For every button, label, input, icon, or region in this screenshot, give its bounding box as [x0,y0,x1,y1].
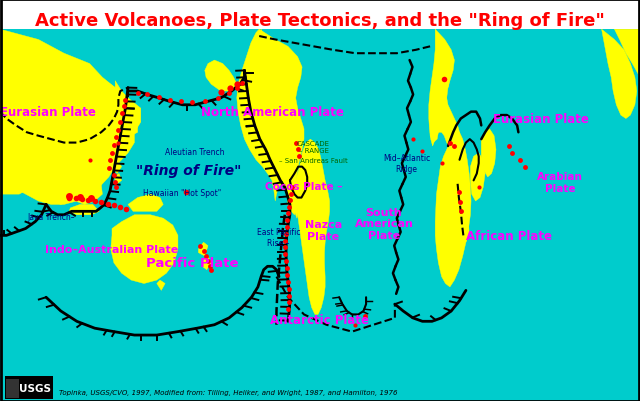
Text: CASCADE
– RANGE: CASCADE – RANGE [297,140,330,153]
Polygon shape [429,30,460,150]
Polygon shape [47,184,76,205]
Polygon shape [0,140,64,178]
Text: African Plate: African Plate [466,229,552,242]
Polygon shape [0,160,38,194]
Text: South
American
Plate: South American Plate [355,207,413,240]
Polygon shape [481,130,496,178]
Text: – San Andreas Fault: – San Andreas Fault [279,157,348,163]
Text: Hawaiian "Hot Spot": Hawaiian "Hot Spot" [143,188,221,197]
Polygon shape [118,109,134,123]
Polygon shape [294,205,298,219]
Polygon shape [114,174,122,184]
Text: Eurasian Plate: Eurasian Plate [0,106,96,119]
Text: Cocos Plate –: Cocos Plate – [266,181,342,191]
Polygon shape [205,61,237,92]
Polygon shape [202,256,211,270]
Text: "Ring of Fire": "Ring of Fire" [136,164,241,178]
Polygon shape [157,280,165,291]
Text: Aleutian Trench: Aleutian Trench [166,147,225,156]
Polygon shape [296,140,330,315]
Text: Active Volcanoes, Plate Tectonics, and the "Ring of Fire": Active Volcanoes, Plate Tectonics, and t… [35,12,605,30]
Polygon shape [614,30,640,81]
Polygon shape [125,119,138,136]
Polygon shape [112,160,122,174]
Polygon shape [0,30,134,201]
Polygon shape [435,133,471,287]
Polygon shape [470,154,485,201]
Text: Eurasian Plate: Eurasian Plate [493,113,589,126]
Polygon shape [111,215,178,284]
Text: Mid–Atlantic
Ridge: Mid–Atlantic Ridge [383,154,430,174]
Text: Antarctic Plate: Antarctic Plate [271,313,369,326]
Polygon shape [0,37,141,205]
Text: Java Trench–: Java Trench– [28,213,75,221]
Text: Indo–Australian Plate: Indo–Australian Plate [45,245,179,255]
Polygon shape [237,30,304,215]
Polygon shape [260,30,274,78]
Text: USGS: USGS [19,383,51,393]
Polygon shape [198,243,208,256]
Text: Pacific Plate: Pacific Plate [146,257,238,270]
Text: Nazca
Plate: Nazca Plate [305,220,342,241]
Polygon shape [69,205,99,215]
Text: Arabian
Plate: Arabian Plate [537,172,583,193]
Polygon shape [462,219,469,243]
Polygon shape [290,181,296,212]
Text: North American Plate: North American Plate [200,106,344,119]
Polygon shape [115,81,134,123]
Polygon shape [602,30,637,119]
Text: Topinka, USGS/CVO, 1997, Modified from: Tilling, Heliker, and Wright, 1987, and : Topinka, USGS/CVO, 1997, Modified from: … [59,389,397,395]
Polygon shape [430,123,439,143]
Text: East Pacific
Rise –: East Pacific Rise – [257,228,300,247]
Polygon shape [440,92,447,105]
Polygon shape [72,178,102,205]
Polygon shape [440,75,450,88]
Polygon shape [128,194,163,212]
